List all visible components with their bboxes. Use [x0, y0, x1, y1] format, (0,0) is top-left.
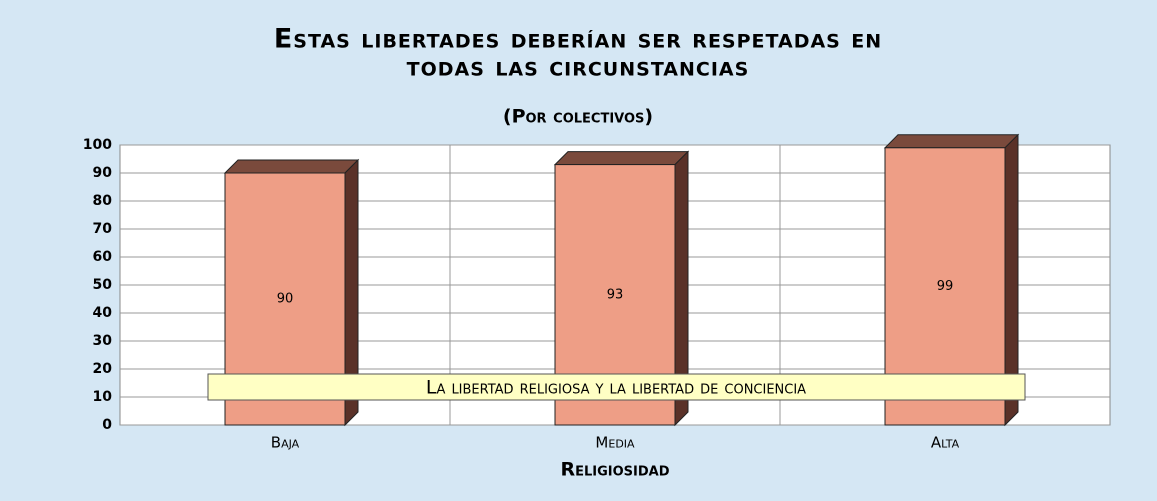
y-tick-label: 40	[93, 305, 113, 321]
value-label: 90	[277, 292, 294, 307]
bar-top	[553, 151, 690, 166]
x-tick-label: Alta	[931, 434, 960, 452]
y-tick-label: 80	[93, 193, 113, 209]
y-tick-label: 70	[93, 221, 113, 237]
annotation: La libertad religiosa y la libertad de c…	[426, 377, 806, 399]
y-tick-label: 30	[93, 333, 113, 349]
value-label: 99	[937, 279, 954, 294]
value-label: 93	[607, 287, 624, 302]
y-tick-label: 60	[93, 249, 113, 265]
y-tick-label: 50	[93, 277, 113, 293]
chart-title: todas las circunstancias	[407, 52, 750, 83]
chart-title: Estas libertades deberían ser respetadas…	[274, 24, 882, 55]
y-tick-label: 10	[93, 389, 113, 405]
bar-top	[223, 159, 360, 174]
y-tick-label: 0	[102, 417, 112, 433]
bar-top	[883, 134, 1020, 149]
y-tick-label: 20	[93, 361, 113, 377]
y-tick-label: 90	[93, 165, 113, 181]
annotation-box	[207, 373, 1026, 401]
x-axis-label: Religiosidad	[560, 459, 669, 481]
y-tick-label: 100	[83, 137, 112, 153]
x-tick-label: Baja	[271, 434, 300, 452]
x-tick-label: Media	[595, 434, 635, 452]
chart-subtitle: (Por colectivos)	[503, 106, 653, 128]
